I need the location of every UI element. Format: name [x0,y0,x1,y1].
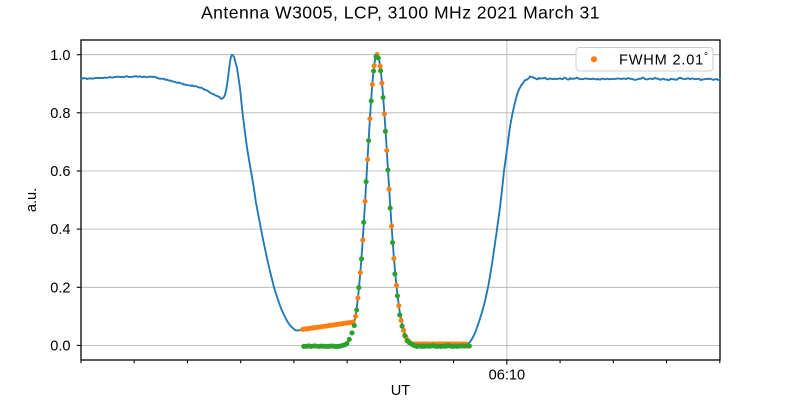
svg-text:06:10: 06:10 [489,368,526,384]
svg-text:FWHM 2.01°: FWHM 2.01° [619,52,709,69]
svg-text:0.4: 0.4 [50,222,70,238]
svg-text:a.u.: a.u. [24,188,40,212]
svg-text:UT: UT [391,383,411,399]
svg-text:0.0: 0.0 [50,339,70,355]
svg-text:0.6: 0.6 [50,164,70,180]
svg-text:Antenna W3005, LCP, 3100 MHz 2: Antenna W3005, LCP, 3100 MHz 2021 March … [201,3,600,23]
svg-text:0.2: 0.2 [50,280,70,296]
svg-text:0.8: 0.8 [50,106,70,122]
svg-text:1.0: 1.0 [50,48,70,64]
